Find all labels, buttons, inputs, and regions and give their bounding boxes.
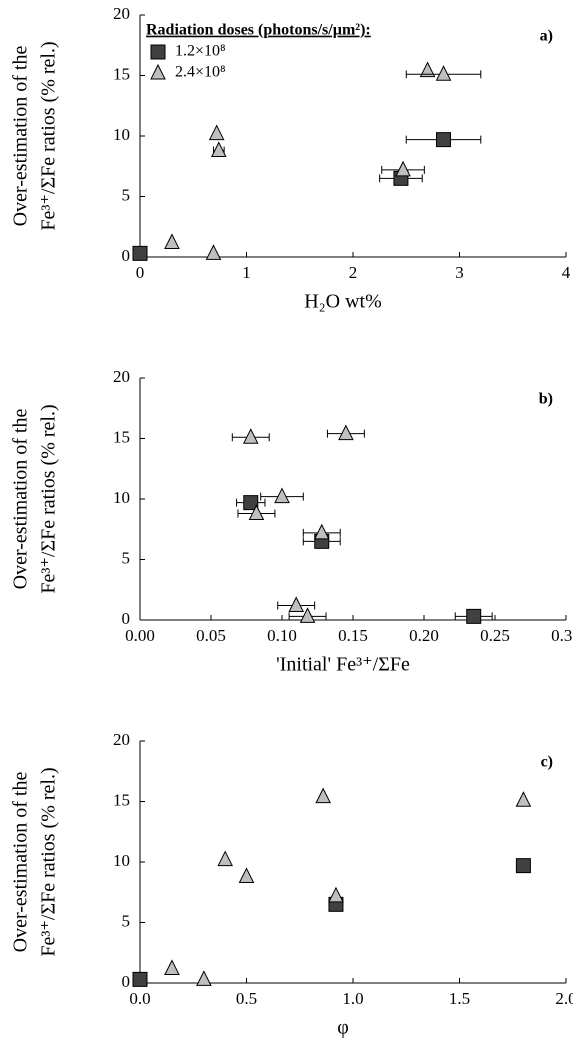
point: [132, 245, 148, 261]
point: [288, 596, 305, 612]
y-tick-label: 0: [122, 972, 131, 991]
y-axis-title: Over-estimation of the: [10, 772, 32, 953]
x-tick-label: 0.0: [129, 989, 150, 1008]
y-tick-label: 5: [122, 185, 131, 204]
point: [238, 867, 255, 884]
point: [338, 424, 354, 441]
x-tick-label: 1.5: [449, 989, 470, 1008]
legend-title: Radiation doses (photons/s/µm²):: [146, 22, 371, 39]
point: [208, 124, 225, 141]
y-axis-title: Over-estimation of the: [10, 409, 32, 590]
point: [436, 132, 452, 148]
point: [313, 523, 330, 540]
y-tick-label: 0: [122, 246, 131, 265]
legend-label: 2.4×10⁸: [175, 64, 226, 81]
panel-label: c): [541, 754, 553, 771]
y-tick-label: 15: [113, 790, 130, 809]
point: [211, 141, 227, 158]
point: [299, 607, 316, 623]
point: [132, 971, 148, 987]
y-axis-title: Fe³⁺/ΣFe ratios (% rel.): [38, 767, 60, 956]
panel-label: b): [539, 391, 553, 408]
point: [515, 791, 532, 807]
legend-marker: [150, 44, 166, 60]
legend-label: 1.2×10⁸: [175, 43, 226, 60]
y-tick-label: 20: [113, 4, 130, 23]
x-tick-label: 1: [242, 263, 251, 282]
x-tick-label: 0.25: [480, 626, 510, 645]
x-tick-label: 2.0: [555, 989, 573, 1008]
point: [217, 850, 234, 867]
x-tick-label: 0: [136, 263, 145, 282]
y-tick-label: 5: [122, 911, 131, 930]
y-tick-label: 20: [113, 367, 130, 386]
y-tick-label: 10: [113, 488, 130, 507]
x-tick-label: 4: [562, 263, 571, 282]
point: [315, 787, 331, 804]
x-tick-label: 0.20: [409, 626, 439, 645]
y-tick-label: 15: [113, 427, 130, 446]
point: [196, 970, 212, 986]
point: [164, 959, 180, 975]
x-tick-label: 0.15: [338, 626, 368, 645]
y-tick-label: 5: [122, 548, 131, 567]
point: [242, 428, 259, 444]
point: [248, 504, 265, 521]
point: [328, 886, 344, 903]
y-tick-label: 10: [113, 851, 130, 870]
x-tick-label: 2: [349, 263, 358, 282]
x-axis-title: 'Initial' Fe³⁺/ΣFe: [276, 654, 410, 676]
point: [395, 160, 411, 177]
legend-marker: [150, 63, 166, 80]
x-axis-title: H₂O wt%: [304, 291, 382, 313]
x-tick-label: 0.10: [267, 626, 297, 645]
point: [164, 233, 180, 249]
x-axis-title: φ: [337, 1017, 349, 1039]
point: [466, 608, 482, 624]
point: [243, 495, 259, 511]
y-axis-title: Over-estimation of the: [10, 46, 32, 227]
y-axis-title: Fe³⁺/ΣFe ratios (% rel.): [38, 404, 60, 593]
point: [419, 61, 436, 78]
point: [205, 244, 222, 260]
y-tick-label: 10: [113, 125, 130, 144]
point: [435, 65, 452, 81]
y-tick-label: 0: [122, 609, 131, 628]
x-tick-label: 3: [455, 263, 464, 282]
x-tick-label: 0.5: [236, 989, 257, 1008]
x-tick-label: 0.00: [125, 626, 155, 645]
point: [515, 858, 531, 874]
y-axis-title: Fe³⁺/ΣFe ratios (% rel.): [38, 41, 60, 230]
x-tick-label: 0.05: [196, 626, 226, 645]
y-tick-label: 15: [113, 64, 130, 83]
x-tick-label: 1.0: [342, 989, 363, 1008]
point: [274, 487, 290, 504]
panel-label: a): [540, 28, 553, 45]
x-tick-label: 0.30: [551, 626, 573, 645]
y-tick-label: 20: [113, 730, 130, 749]
